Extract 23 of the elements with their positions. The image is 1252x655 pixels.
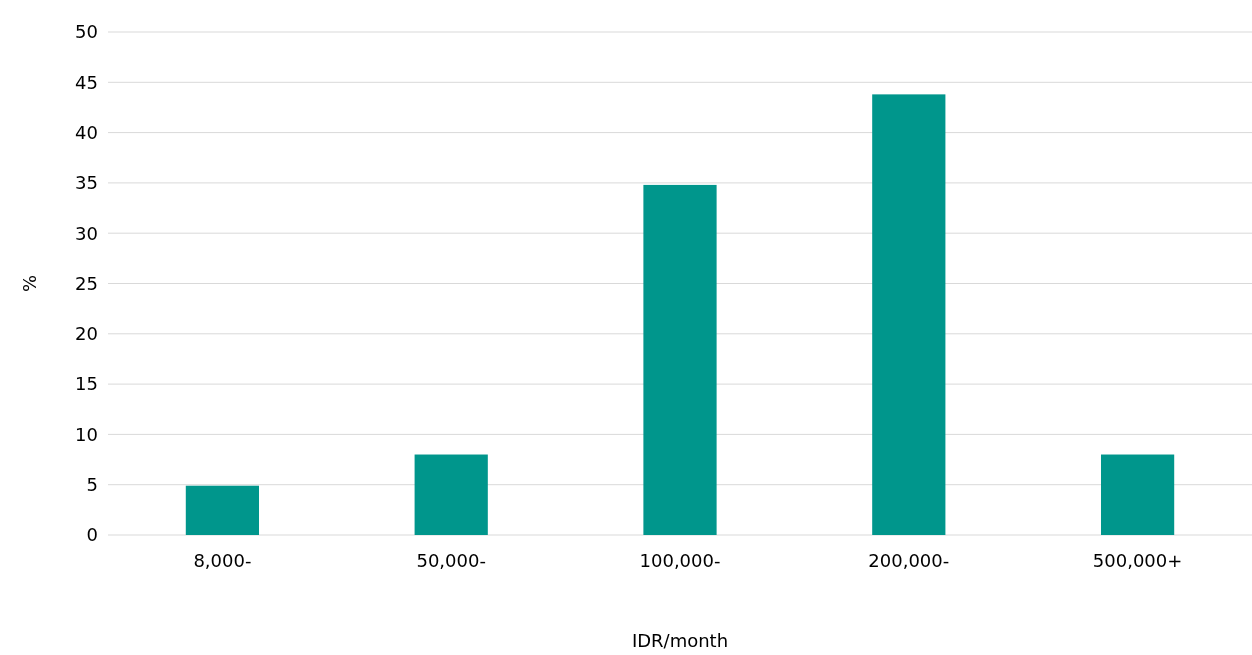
y-tick-label: 10	[75, 423, 98, 445]
x-tick-label: 100,000-	[639, 550, 721, 571]
x-tick-label: 200,000-	[868, 550, 950, 571]
bar	[1100, 454, 1175, 535]
x-tick-label: 500,000+	[1092, 550, 1183, 571]
bar	[414, 454, 488, 535]
y-tick-label: 15	[75, 373, 98, 395]
x-tick-label: 8,000-	[193, 550, 252, 571]
bar	[872, 94, 946, 535]
y-tick-label: 5	[86, 474, 98, 495]
y-tick-label: 35	[75, 172, 98, 194]
bar	[643, 184, 717, 535]
x-tick-label: 50,000-	[416, 550, 486, 571]
y-tick-label: 20	[75, 323, 98, 345]
bar	[185, 485, 260, 535]
y-tick-label: 30	[75, 222, 98, 244]
y-tick-label: 25	[75, 272, 98, 294]
y-axis-title: %	[19, 274, 40, 293]
y-tick-label: 50	[75, 21, 98, 43]
y-tick-label: 45	[75, 71, 98, 93]
y-tick-label: 0	[86, 524, 98, 546]
y-tick-label: 40	[75, 121, 98, 143]
x-axis-title: IDR/month	[631, 630, 729, 651]
